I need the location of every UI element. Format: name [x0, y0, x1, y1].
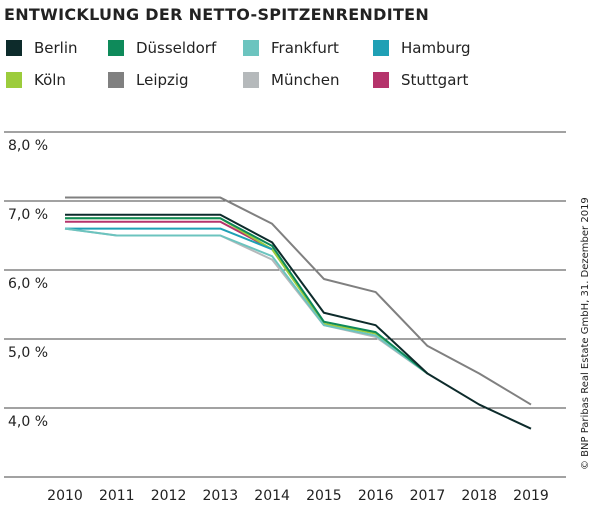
legend-swatch [108, 72, 124, 88]
chart-title: ENTWICKLUNG DER NETTO-SPITZENRENDITEN [4, 5, 429, 24]
y-tick-label: 8,0 % [8, 138, 48, 154]
x-tick-label: 2014 [254, 488, 290, 504]
x-tick-label: 2011 [99, 488, 135, 504]
series-line [65, 220, 273, 251]
legend-label: Stuttgart [401, 71, 469, 89]
legend-label: Düsseldorf [136, 39, 217, 57]
y-tick-label: 7,0 % [8, 207, 48, 223]
legend-label: München [271, 71, 339, 89]
series-line [65, 217, 429, 375]
y-tick-label: 6,0 % [8, 276, 48, 292]
legend-swatch [243, 72, 259, 88]
x-tick-label: 2010 [47, 488, 83, 504]
x-tick-label: 2015 [306, 488, 342, 504]
x-tick-label: 2013 [203, 488, 239, 504]
series-line [65, 217, 429, 375]
source-note: © BNP Paribas Real Estate GmbH, 31. Deze… [580, 197, 591, 470]
series-line [65, 227, 273, 251]
legend-label: Köln [34, 71, 66, 89]
legend-swatch [6, 40, 22, 56]
legend-swatch [243, 40, 259, 56]
series-line [64, 227, 429, 375]
y-tick-label: 4,0 % [8, 414, 48, 430]
legend-label: Leipzig [136, 71, 189, 89]
legend-label: Berlin [34, 39, 78, 57]
legend-swatch [373, 72, 389, 88]
legend-label: Hamburg [401, 39, 471, 57]
series-line [65, 196, 532, 406]
x-tick-label: 2019 [513, 488, 549, 504]
legend-swatch [6, 72, 22, 88]
y-tick-label: 5,0 % [8, 345, 48, 361]
x-tick-label: 2016 [358, 488, 394, 504]
x-tick-label: 2018 [461, 488, 497, 504]
series-line [65, 213, 532, 430]
series-line [64, 227, 429, 375]
legend-swatch [108, 40, 124, 56]
legend-swatch [373, 40, 389, 56]
legend-label: Frankfurt [271, 39, 339, 57]
x-tick-label: 2012 [151, 488, 187, 504]
x-tick-label: 2017 [410, 488, 446, 504]
